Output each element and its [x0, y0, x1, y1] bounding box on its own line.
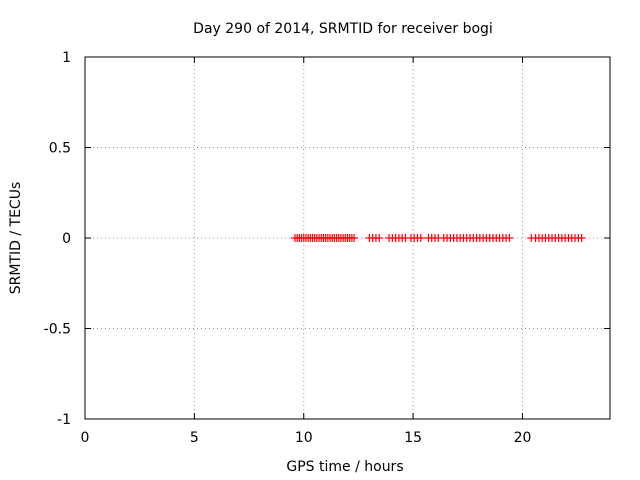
y-tick-label: 1 — [62, 50, 71, 66]
x-tick-label: 15 — [404, 430, 422, 446]
y-axis-label: SRMTID / TECUs — [8, 182, 24, 295]
y-tick-label: 0.5 — [49, 141, 71, 157]
data-point — [375, 234, 384, 242]
y-tick-label: 0 — [62, 231, 71, 247]
data-points — [291, 234, 586, 242]
data-point — [416, 234, 425, 242]
data-point — [350, 234, 359, 242]
x-tick-label: 20 — [514, 430, 532, 446]
x-axis-label: GPS time / hours — [286, 459, 403, 475]
x-tick-label: 0 — [81, 430, 90, 446]
chart-title: Day 290 of 2014, SRMTID for receiver bog… — [193, 21, 493, 37]
y-tick-label: -0.5 — [44, 322, 71, 338]
axis-ticks: 0 5 10 15 20 -1 -0.5 0 0.5 1 — [44, 50, 610, 446]
x-tick-label: 5 — [190, 430, 199, 446]
x-tick-label: 10 — [295, 430, 313, 446]
y-tick-label: -1 — [57, 412, 71, 428]
data-point — [577, 234, 586, 242]
data-point — [505, 234, 514, 242]
